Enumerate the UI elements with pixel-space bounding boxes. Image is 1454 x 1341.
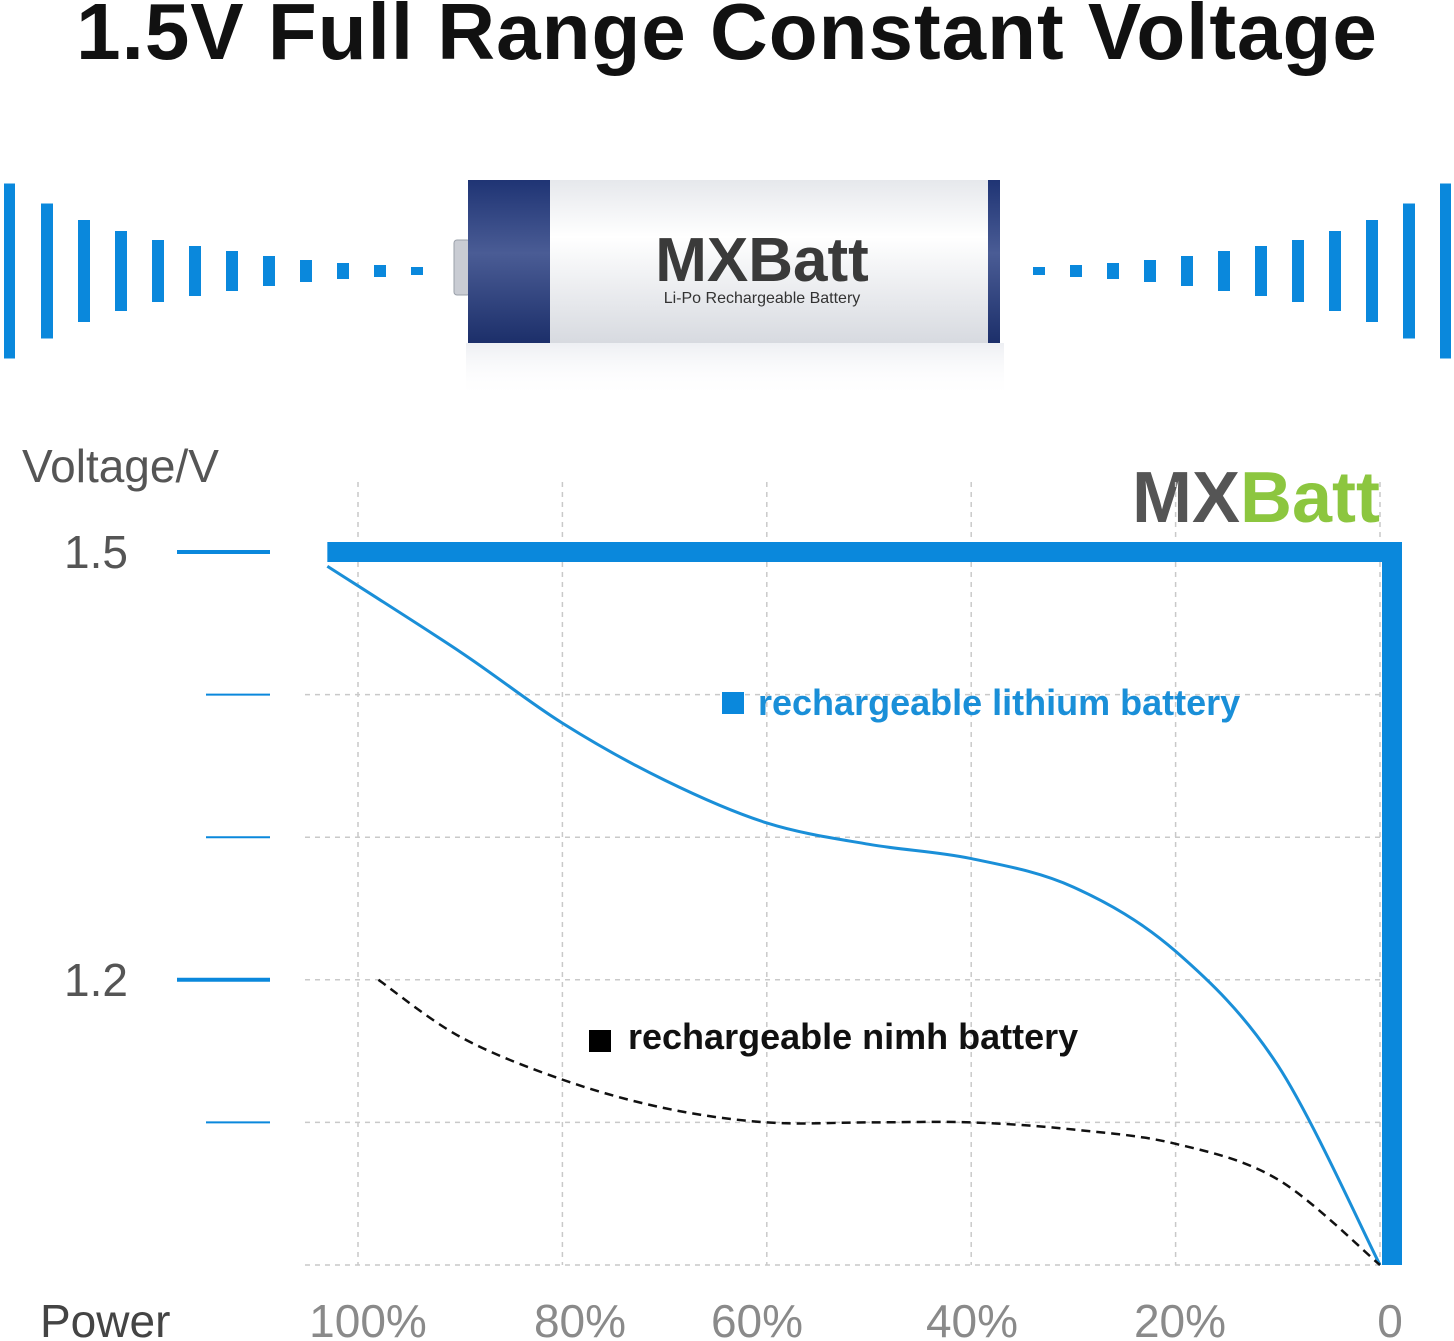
signal-bar: [1107, 263, 1119, 279]
x-tick-label: 40%: [926, 1295, 1018, 1341]
series: [326, 542, 1402, 1266]
logo-part-batt: Batt: [1240, 458, 1380, 532]
x-tick-label: 100%: [309, 1295, 427, 1341]
x-tick-label: 20%: [1134, 1295, 1226, 1341]
signal-bar: [152, 240, 164, 302]
y-tick-marks: [177, 550, 270, 1124]
product-illustration: MXBatt Li-Po Rechargeable Battery: [4, 180, 1451, 398]
signal-bar: [1070, 265, 1082, 277]
signal-bar: [1366, 220, 1378, 322]
signal-bar: [337, 263, 349, 279]
signal-bar: [115, 231, 127, 311]
x-tick-label: 0: [1377, 1295, 1403, 1341]
signal-bar: [263, 256, 275, 286]
legend-label: rechargeable lithium battery: [758, 682, 1240, 723]
signal-bar: [1403, 203, 1415, 339]
signal-bar: [1033, 267, 1045, 275]
legend-label: rechargeable nimh battery: [628, 1016, 1078, 1057]
y-tick-label: 1.5: [64, 526, 128, 578]
signal-bar: [1292, 240, 1304, 302]
series-line-lithium: [326, 564, 1382, 1266]
x-tick-label: 80%: [534, 1295, 626, 1341]
series-line-constant: [327, 542, 1402, 1265]
axis-labels: 1.5 1.2 100% 80% 60% 40% 20% 0 Voltage/V Power: [22, 440, 1403, 1341]
signal-bars-left: [4, 183, 423, 359]
signal-bar: [374, 265, 386, 277]
signal-bar: [300, 260, 312, 282]
battery-cap-right: [988, 180, 1000, 343]
signal-bar: [1255, 246, 1267, 296]
mxbatt-logo: MXBatt: [1132, 458, 1380, 532]
svg-text:MXBatt: MXBatt: [1132, 458, 1380, 532]
signal-bar: [1440, 183, 1451, 359]
y-tick-label: 1.2: [64, 954, 128, 1006]
signal-bar: [1329, 231, 1341, 311]
legend: rechargeable lithium battery rechargeable…: [589, 682, 1240, 1057]
legend-swatch: [722, 692, 744, 714]
signal-bar: [1181, 256, 1193, 286]
signal-bar: [1218, 251, 1230, 291]
battery-brand: MXBatt: [655, 226, 869, 295]
signal-bar: [411, 267, 423, 275]
headline: 1.5V Full Range Constant Voltage: [76, 0, 1378, 76]
y-axis-label: Voltage/V: [22, 440, 219, 492]
logo-part-mx: MX: [1132, 458, 1240, 532]
battery-reflection: [466, 343, 1004, 398]
legend-swatch: [589, 1030, 611, 1052]
signal-bar: [78, 220, 90, 322]
signal-bars-right: [1033, 183, 1451, 359]
x-axis-label: Power: [40, 1295, 170, 1341]
battery-subtitle: Li-Po Rechargeable Battery: [664, 290, 861, 307]
signal-bar: [226, 251, 238, 291]
signal-bar: [189, 246, 201, 296]
signal-bar: [1144, 260, 1156, 282]
battery-cap-left: [468, 180, 550, 343]
signal-bar: [41, 203, 53, 339]
battery-body: [468, 180, 1000, 343]
signal-bar: [4, 183, 15, 359]
x-tick-label: 60%: [711, 1295, 803, 1341]
grid: [305, 482, 1381, 1266]
series-line-nimh: [377, 978, 1381, 1266]
